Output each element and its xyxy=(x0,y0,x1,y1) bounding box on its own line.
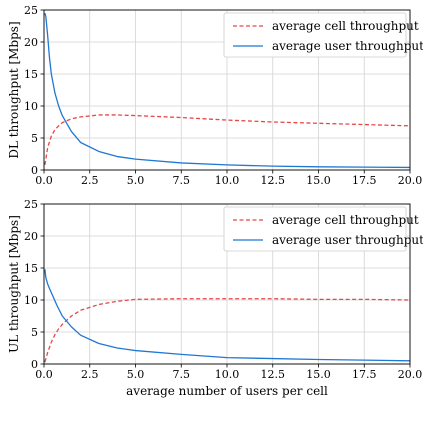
ul-y-axis-label: UL throughput [Mbps] xyxy=(7,215,21,353)
dl-y-tick-label: 25 xyxy=(24,4,38,17)
dl-x-tick-label: 7.5 xyxy=(173,174,191,187)
dl-y-tick-label: 10 xyxy=(24,100,38,113)
ul-y-tick-label: 25 xyxy=(24,198,38,211)
ul-y-tick-label: 10 xyxy=(24,294,38,307)
dl-legend-user-label: average user throughput xyxy=(272,39,423,53)
dl-x-ticks: 0.0 2.5 5.0 7.5 10.0 12.5 15.0 17.5 20.0 xyxy=(35,170,422,187)
dl-x-tick-label: 17.5 xyxy=(352,174,377,187)
ul-x-tick-label: 7.5 xyxy=(173,368,191,381)
ul-y-tick-label: 0 xyxy=(31,358,38,371)
ul-x-tick-label: 10.0 xyxy=(215,368,240,381)
ul-x-tick-label: 12.5 xyxy=(261,368,286,381)
dl-throughput-panel: 0.0 2.5 5.0 7.5 10.0 12.5 15.0 17.5 20.0 0 5 10 15 2… xyxy=(7,4,423,187)
ul-x-tick-label: 5.0 xyxy=(127,368,145,381)
ul-x-tick-label: 15.0 xyxy=(306,368,331,381)
dl-legend-box xyxy=(223,12,407,58)
ul-throughput-panel: 0.0 2.5 5.0 7.5 10.0 12.5 15.0 17.5 20.0 0 5 10 15 2… xyxy=(7,198,423,398)
dl-legend: average cell throughput average user thr… xyxy=(223,12,423,58)
ul-x-ticks: 0.0 2.5 5.0 7.5 10.0 12.5 15.0 17.5 20.0 xyxy=(35,364,422,381)
ul-legend-user-label: average user throughput xyxy=(272,233,423,247)
dl-y-tick-label: 5 xyxy=(31,132,38,145)
dl-x-tick-label: 2.5 xyxy=(81,174,99,187)
ul-legend-cell-label: average cell throughput xyxy=(272,213,419,227)
dl-series xyxy=(44,13,411,169)
ul-user-throughput-line xyxy=(44,269,411,362)
dl-y-tick-label: 15 xyxy=(24,68,38,81)
dl-user-throughput-line xyxy=(44,13,411,169)
dl-x-tick-label: 5.0 xyxy=(127,174,145,187)
dl-y-tick-label: 0 xyxy=(31,164,38,177)
ul-series xyxy=(44,269,411,363)
ul-y-ticks: 0 5 10 15 20 25 xyxy=(24,198,44,371)
dl-cell-throughput-line xyxy=(44,114,411,165)
ul-y-tick-label: 15 xyxy=(24,262,38,275)
dl-x-tick-label: 0.0 xyxy=(35,174,53,187)
ul-x-tick-label: 17.5 xyxy=(352,368,377,381)
dl-x-tick-label: 20.0 xyxy=(398,174,423,187)
dl-y-ticks: 0 5 10 15 20 25 xyxy=(24,4,44,177)
dl-x-tick-label: 15.0 xyxy=(306,174,331,187)
ul-cell-throughput-line xyxy=(44,298,411,363)
ul-y-tick-label: 5 xyxy=(31,326,38,339)
dl-y-tick-label: 20 xyxy=(24,36,38,49)
ul-y-tick-label: 20 xyxy=(24,230,38,243)
ul-legend-box xyxy=(223,206,407,252)
dl-x-tick-label: 12.5 xyxy=(261,174,286,187)
ul-x-tick-label: 0.0 xyxy=(35,368,53,381)
dl-y-axis-label: DL throughput [Mbps] xyxy=(7,21,21,158)
dl-x-tick-label: 10.0 xyxy=(215,174,240,187)
ul-x-tick-label: 2.5 xyxy=(81,368,99,381)
ul-x-axis-label: average number of users per cell xyxy=(126,384,328,398)
ul-x-tick-label: 20.0 xyxy=(398,368,423,381)
ul-legend: average cell throughput average user thr… xyxy=(223,206,423,252)
dl-legend-cell-label: average cell throughput xyxy=(272,19,419,33)
